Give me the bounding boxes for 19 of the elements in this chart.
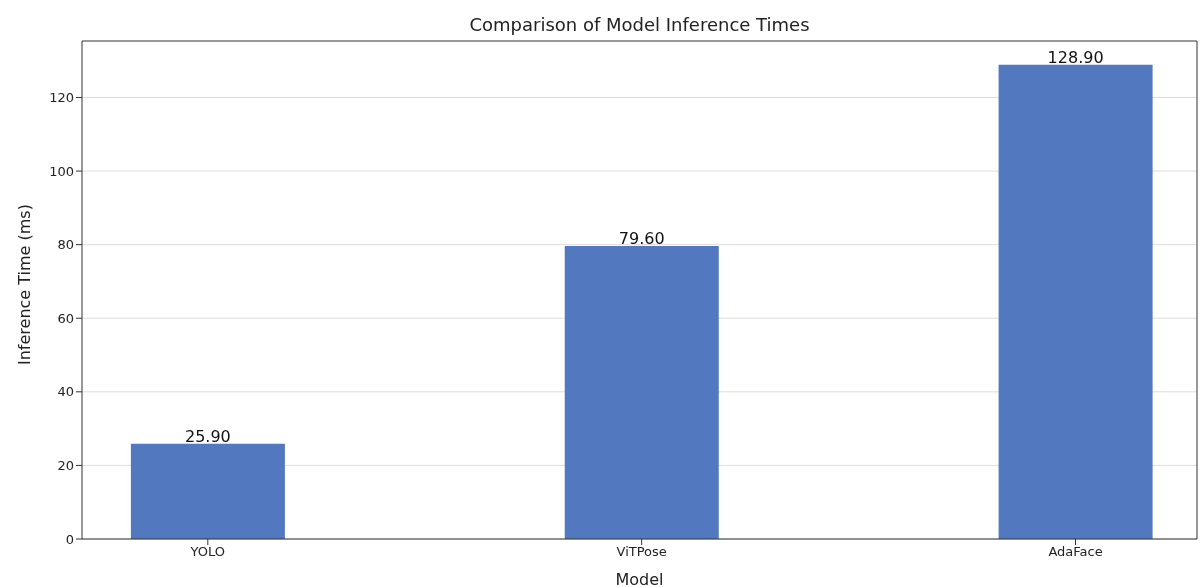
y-tick-label: 20 — [57, 458, 74, 474]
y-tick-label: 0 — [65, 531, 74, 547]
y-tick-label: 60 — [57, 310, 74, 326]
y-tick-label: 80 — [57, 237, 74, 253]
x-tick-label: YOLO — [189, 544, 226, 560]
data-label: 128.90 — [1047, 47, 1104, 67]
x-tick-label: AdaFace — [1048, 544, 1103, 560]
x-tick-label: ViTPose — [616, 544, 667, 560]
data-label: 25.90 — [184, 426, 231, 446]
data-label: 79.60 — [618, 229, 665, 249]
chart-title: Comparison of Model Inference Times — [468, 14, 811, 35]
x-axis-title: Model — [615, 570, 664, 587]
y-tick-label: 100 — [49, 163, 74, 179]
y-tick-label: 120 — [49, 90, 74, 106]
bar — [564, 246, 719, 539]
y-axis-title: Inference Time (ms) — [14, 204, 34, 365]
bar — [998, 64, 1153, 539]
y-tick-label: 40 — [57, 384, 74, 400]
bar — [130, 443, 285, 539]
